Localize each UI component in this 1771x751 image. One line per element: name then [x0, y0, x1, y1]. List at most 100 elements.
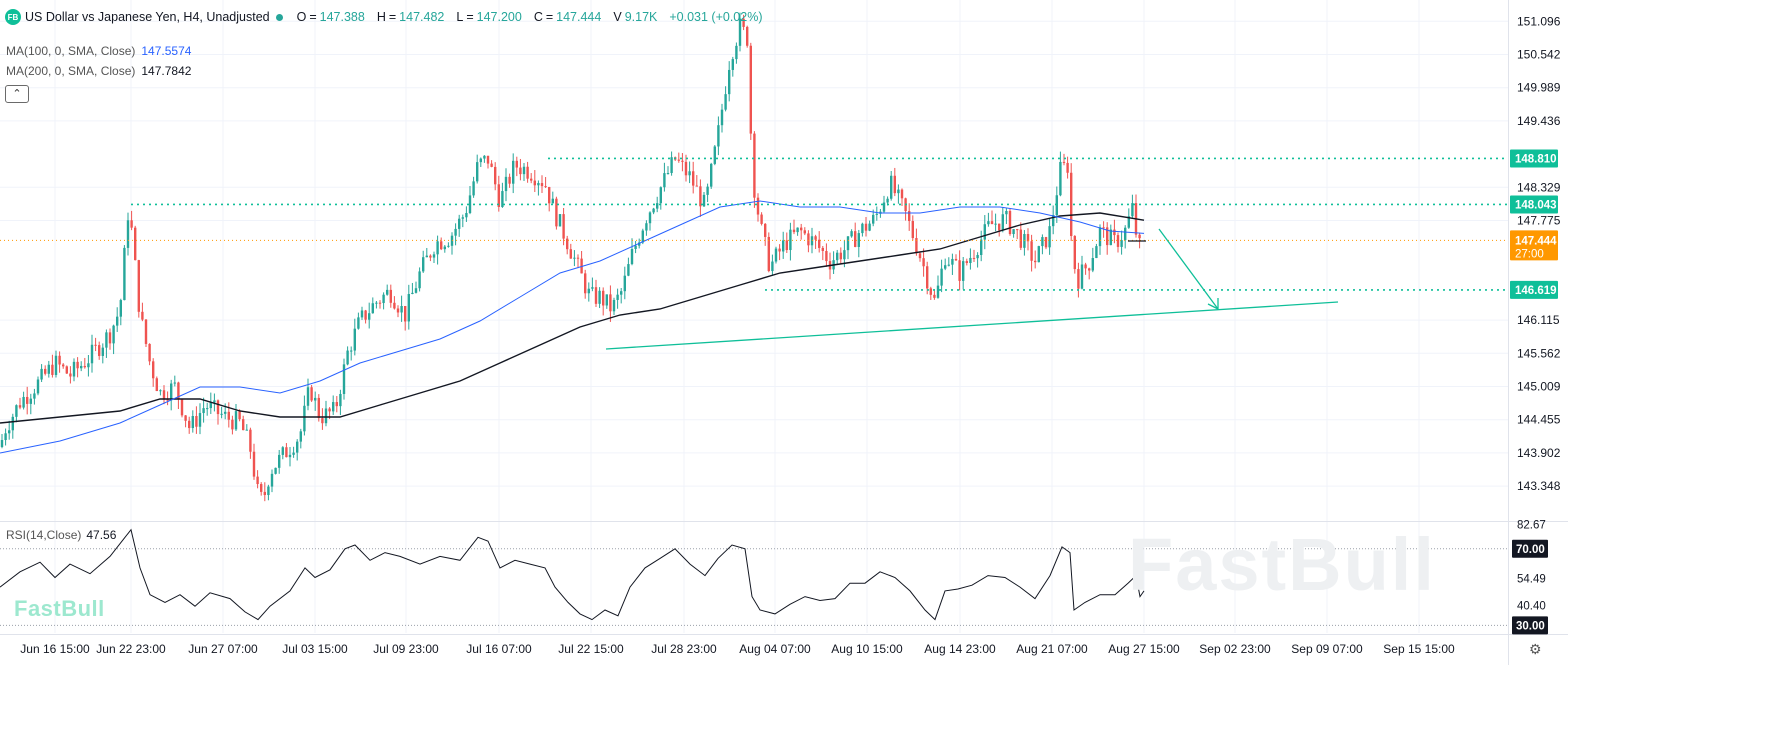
candle-down [242, 415, 245, 431]
candle-up [371, 297, 374, 314]
candle-body [47, 364, 50, 374]
candle-up [267, 484, 270, 501]
gear-icon[interactable]: ⚙ [1529, 641, 1542, 657]
candle-body [350, 350, 353, 352]
collapse-legend-button[interactable]: ⌃ [5, 85, 29, 103]
candle-body [519, 167, 522, 175]
candle-down [1026, 228, 1030, 251]
candle-body [328, 408, 331, 412]
candle-body [533, 180, 536, 186]
candle-body [544, 186, 547, 188]
candle-body [666, 173, 670, 175]
candle-body [746, 26, 749, 46]
candle-down [252, 443, 256, 480]
candle-up [940, 259, 943, 293]
candle-down [915, 228, 918, 256]
candle-up [72, 358, 76, 382]
candle-body [44, 368, 47, 374]
time-tick-label: Aug 21 07:00 [1016, 642, 1088, 656]
candle-body [188, 420, 191, 429]
candle-body [1102, 227, 1105, 229]
candle-body [231, 419, 234, 430]
candle-down [497, 175, 500, 212]
candle-up [512, 153, 515, 194]
ma200-legend[interactable]: MA(200, 0, SMA, Close) 147.7842 [6, 64, 191, 78]
candle-down [134, 225, 137, 261]
candle-down [749, 42, 752, 140]
candle-up [353, 318, 356, 356]
candle-up [605, 294, 608, 309]
candle-body [1091, 258, 1094, 271]
candle-body [800, 227, 803, 231]
candle-up [897, 184, 900, 204]
candle-down [1106, 222, 1109, 255]
candle-body [854, 231, 857, 247]
candle-body [29, 398, 32, 404]
candle-down [908, 203, 911, 231]
candle-body [1124, 227, 1127, 241]
candle-down [216, 399, 220, 425]
candle-body [314, 397, 317, 401]
candle-body [897, 189, 900, 194]
candle-up [591, 277, 594, 292]
candle-up [1059, 151, 1062, 197]
rsi-legend[interactable]: RSI(14,Close) 47.56 [6, 528, 116, 542]
candle-body [962, 261, 965, 281]
candle-down [746, 25, 749, 48]
candle-up [648, 211, 652, 231]
rsi-level-label: 30.00 [1516, 620, 1545, 632]
candle-body [900, 189, 904, 199]
candle-body [512, 160, 515, 184]
candle-body [1001, 214, 1004, 231]
ohlc-open-key: O [296, 10, 307, 24]
candle-up [450, 232, 454, 255]
candle-body [1109, 229, 1112, 246]
time-tick-label: Jul 16 07:00 [466, 642, 532, 656]
candle-body [54, 355, 58, 375]
candle-down [152, 358, 155, 387]
rsi-value: 47.56 [86, 528, 117, 542]
candle-up [15, 404, 18, 423]
candle-up [54, 350, 58, 378]
candle-up [209, 392, 212, 414]
candle-body [954, 258, 958, 261]
candle-body [1044, 237, 1048, 248]
candle-up [994, 213, 997, 232]
candle-down [1034, 250, 1037, 269]
ohlc-close-value: 147.444 [556, 10, 602, 24]
candle-body [861, 223, 864, 234]
level-price-label: 146.619 [1515, 285, 1557, 297]
time-tick-label: Jun 22 23:00 [96, 642, 166, 656]
candle-body [814, 236, 817, 240]
price-chart[interactable]: 151.649151.096150.542149.989149.436148.3… [0, 0, 1568, 665]
candle-body [116, 316, 119, 326]
candle-down [508, 173, 511, 188]
candle-body [540, 183, 544, 187]
candle-down [1070, 163, 1073, 242]
candle-up [80, 361, 83, 372]
candle-body [224, 411, 227, 414]
candle-down [180, 398, 184, 418]
ohlc-change-value: +0.031 (+0.02%) [669, 10, 763, 24]
candle-down [393, 296, 396, 310]
time-tick-label: Jul 22 15:00 [558, 642, 624, 656]
candle-down [515, 156, 518, 177]
candle-down [494, 162, 497, 191]
candle-up [612, 297, 616, 316]
candle-down [94, 337, 97, 352]
price-tick-label: 146.115 [1517, 313, 1560, 327]
ma100-legend[interactable]: MA(100, 0, SMA, Close) 147.5574 [6, 44, 191, 58]
candle-body [695, 185, 698, 187]
candle-body [530, 178, 533, 181]
candle-body [432, 254, 436, 258]
candle-up [728, 61, 731, 102]
candle-up [382, 292, 385, 310]
candle-body [148, 343, 151, 362]
watermark-large: FastBull [1128, 523, 1436, 606]
candle-up [936, 275, 940, 299]
candle-down [555, 196, 558, 230]
candle-body [918, 253, 922, 259]
candle-down [580, 250, 583, 274]
candle-up [123, 245, 126, 301]
candle-down [58, 351, 61, 373]
